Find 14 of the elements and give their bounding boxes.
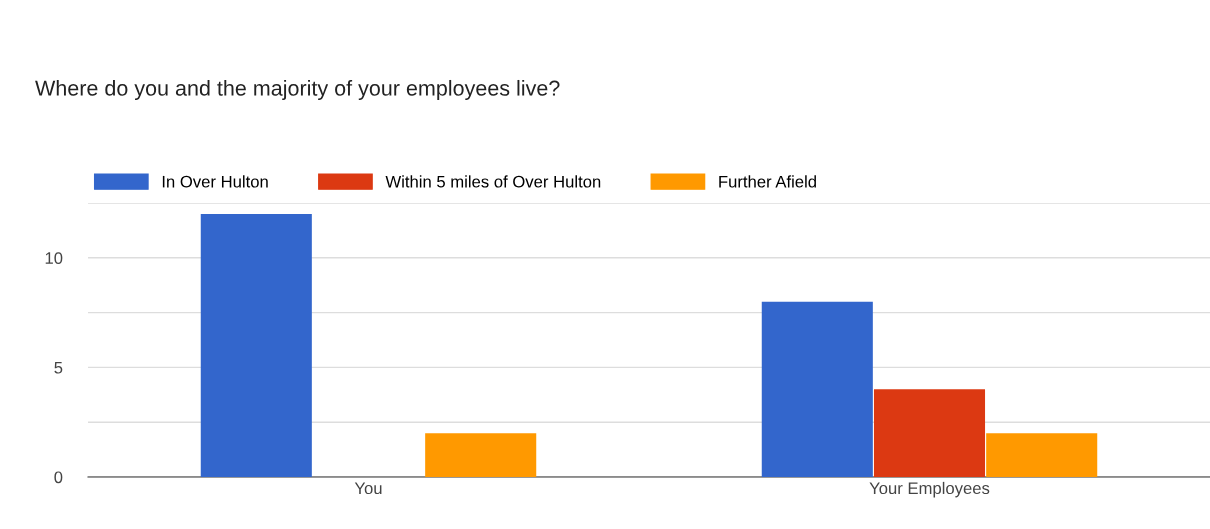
- x-tick-label: Your Employees: [869, 481, 990, 498]
- bar: [761, 301, 873, 477]
- legend-label: Within 5 miles of Over Hulton: [385, 175, 601, 188]
- bar: [986, 433, 1098, 477]
- bar: [425, 433, 537, 477]
- y-tick-label: 5: [54, 361, 63, 374]
- y-tick-label: 0: [54, 471, 63, 484]
- legend-label: In Over Hulton: [162, 175, 268, 188]
- x-tick-label: You: [354, 482, 382, 495]
- bar: [200, 213, 312, 477]
- chart-title: Where do you and the majority of your employees live?: [35, 79, 560, 101]
- legend-label: Further Afield: [719, 175, 816, 188]
- bar: [873, 389, 986, 477]
- y-tick-label: 10: [45, 252, 63, 264]
